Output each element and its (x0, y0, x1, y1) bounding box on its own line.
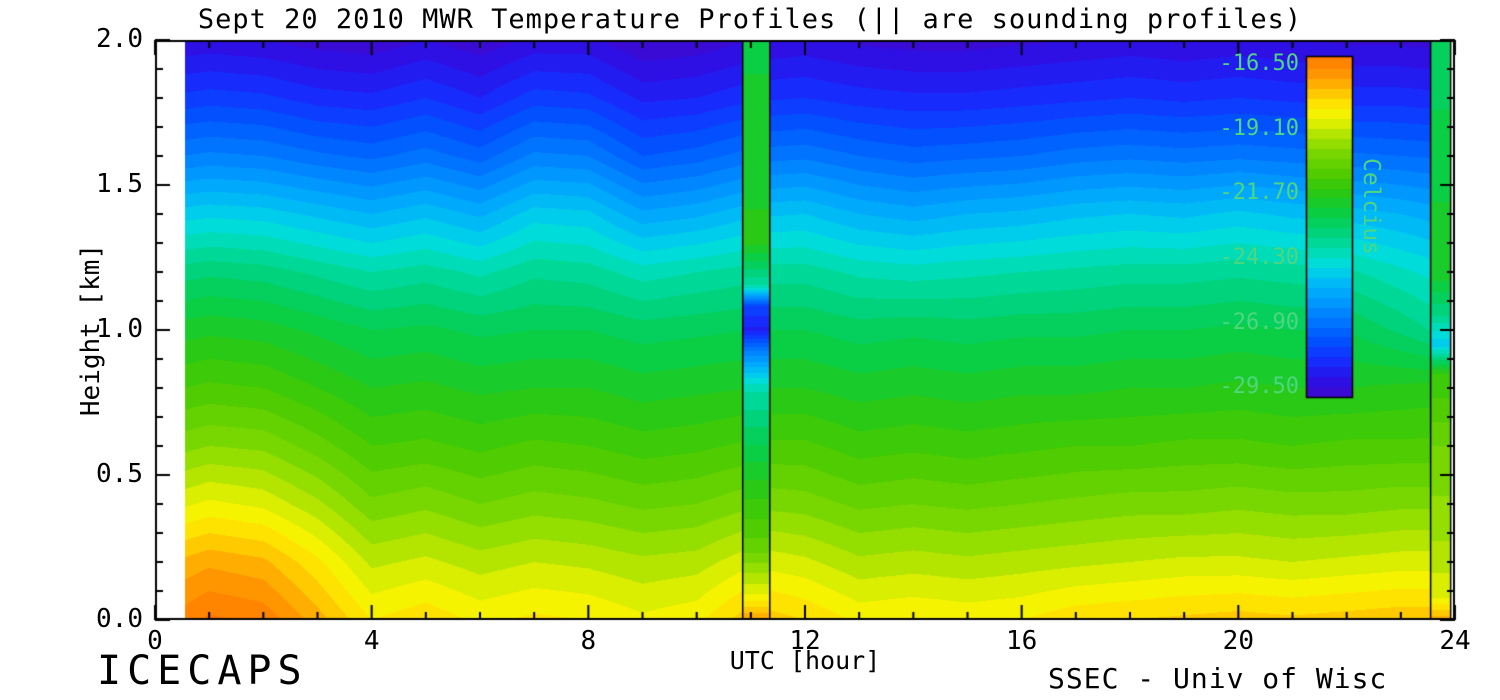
y-tick-label: 1.5 (96, 169, 143, 199)
y-tick-label: 1.0 (96, 314, 143, 344)
colorbar-tick-label: -26.90 (1219, 309, 1299, 335)
colorbar-unit-label: Celcius (1358, 158, 1384, 255)
x-tick-label: 0 (147, 626, 163, 656)
colorbar-tick-label: -24.30 (1219, 245, 1299, 271)
colorbar-tick-label: -19.10 (1219, 115, 1299, 141)
y-tick-label: 2.0 (96, 24, 143, 54)
x-tick-label: 20 (1222, 626, 1254, 656)
colorbar-tick-label: -29.50 (1219, 374, 1299, 400)
colorbar-tick-label: -16.50 (1219, 51, 1299, 77)
y-tick-label: 0.5 (96, 459, 143, 489)
y-tick-label: 0.0 (96, 604, 143, 634)
x-tick-label: 24 (1439, 626, 1471, 656)
x-tick-label: 12 (789, 626, 821, 656)
x-axis-label: UTC [hour] (729, 646, 881, 675)
footer-project-label: ICECAPS (97, 648, 308, 694)
x-tick-label: 16 (1006, 626, 1038, 656)
chart-title: Sept 20 2010 MWR Temperature Profiles (|… (197, 4, 1303, 35)
x-tick-label: 4 (363, 626, 380, 656)
footer-credit-label: SSEC - Univ of Wisc (1048, 662, 1388, 695)
colorbar-tick-label: -21.70 (1219, 180, 1299, 206)
x-tick-label: 8 (580, 626, 597, 656)
